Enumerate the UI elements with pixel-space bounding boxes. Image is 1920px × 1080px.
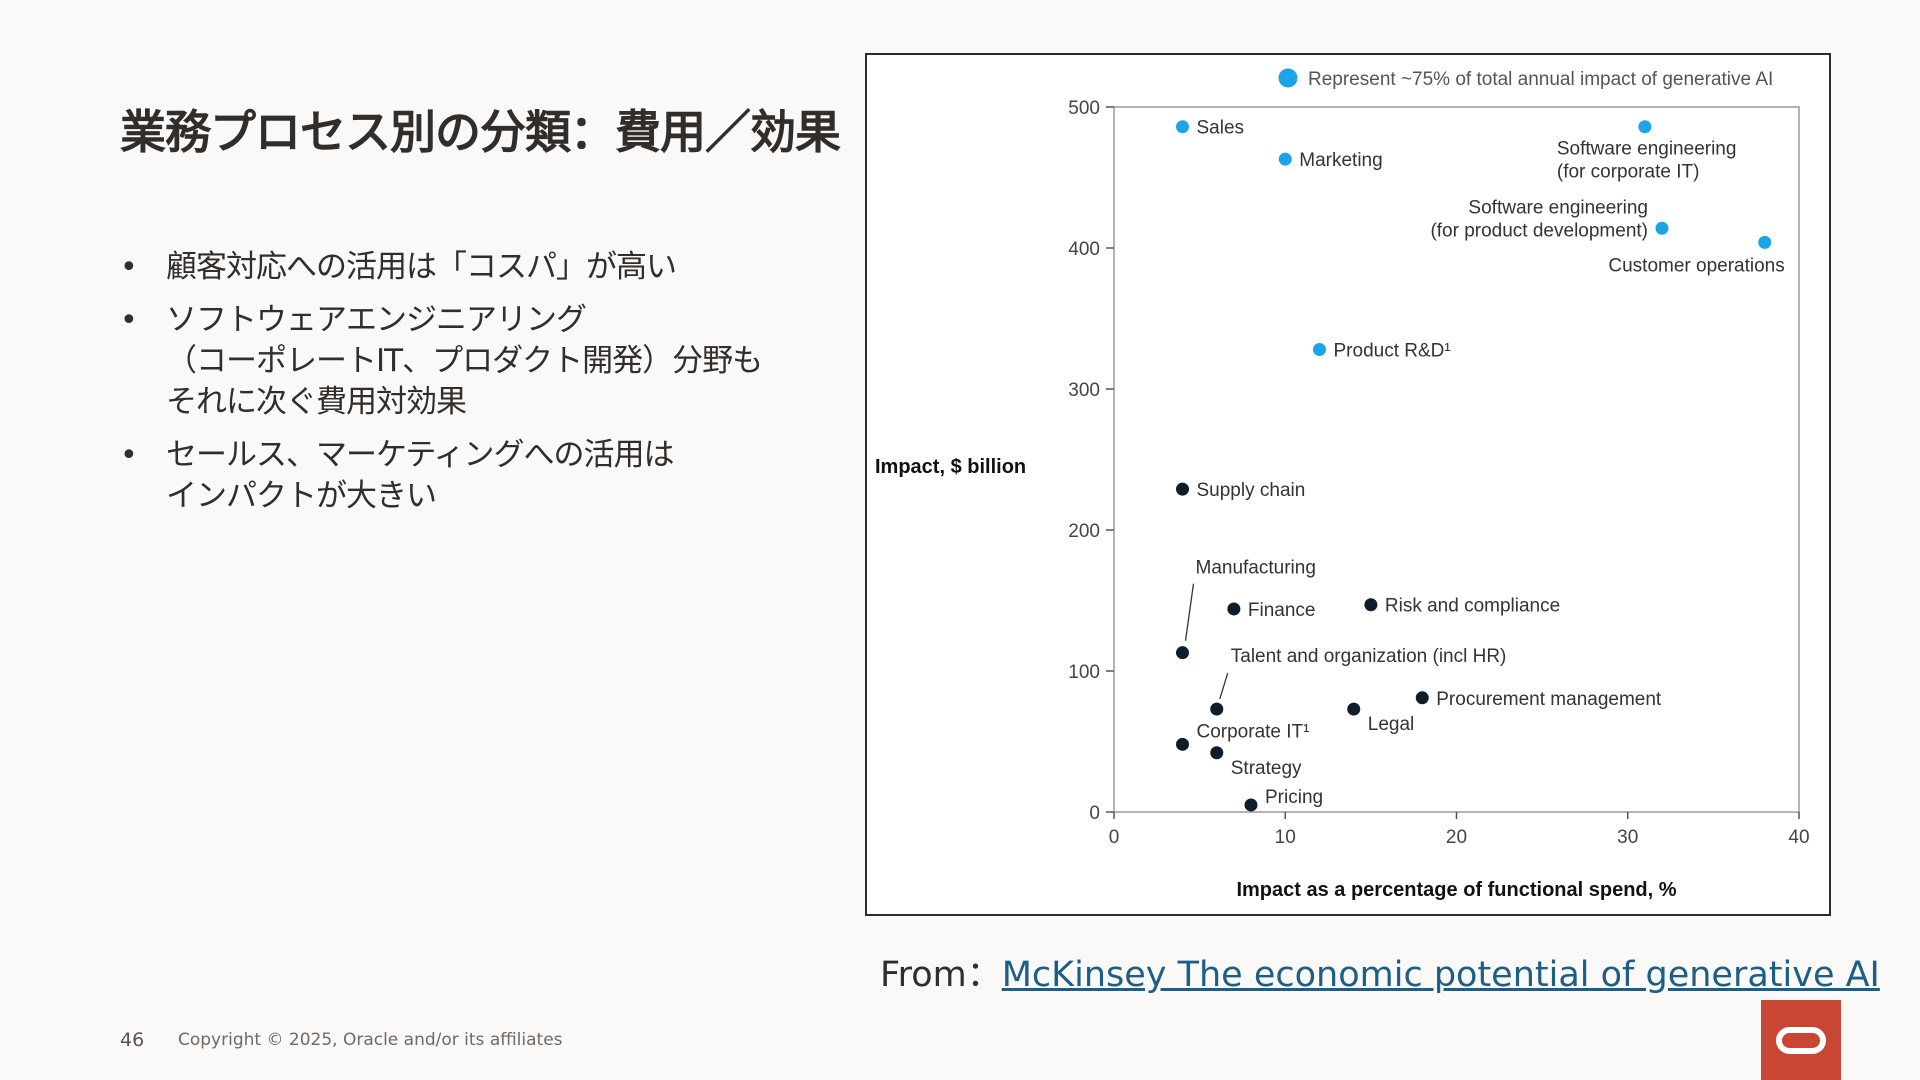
y-tick-label: 100 [1068, 662, 1100, 683]
x-tick-label: 40 [1788, 827, 1809, 848]
source-link[interactable]: McKinsey The economic potential of gener… [1001, 955, 1880, 995]
source-citation: From：McKinsey The economic potential of … [880, 946, 1880, 997]
bullet-line: インパクトが大きい [166, 478, 437, 514]
data-point [1347, 702, 1361, 716]
bullet-line: それに次ぐ費用対効果 [166, 384, 467, 420]
bullet-item: ソフトウェアエンジニアリング （コーポレートIT、プロダクト開発）分野も それに… [120, 300, 780, 423]
bullet-item: 顧客対応への活用は「コスパ」が高い [120, 247, 780, 288]
data-point [1227, 602, 1241, 616]
data-point [1364, 598, 1378, 612]
slide-title: 業務プロセス別の分類：費用／効果 [120, 105, 841, 159]
data-point [1278, 152, 1292, 166]
data-point-label: Finance [1248, 600, 1316, 621]
x-tick-label: 20 [1446, 827, 1467, 848]
data-point [1758, 235, 1772, 249]
data-point [1244, 798, 1258, 812]
bullet-line: 顧客対応への活用は「コスパ」が高い [166, 249, 677, 285]
data-point-label: Procurement management [1436, 689, 1662, 710]
label-leader-line [1219, 672, 1229, 700]
y-tick-label: 400 [1068, 239, 1100, 260]
source-prefix: From： [880, 955, 1002, 995]
data-point-label: Software engineering [1468, 197, 1648, 218]
data-point [1655, 221, 1669, 235]
y-tick-label: 500 [1068, 98, 1100, 119]
x-tick-label: 10 [1275, 827, 1296, 848]
bullet-line: ソフトウェアエンジニアリング [166, 302, 587, 338]
bullet-item: セールス、マーケティングへの活用は インパクトが大きい [120, 435, 780, 517]
data-point-label: Software engineering [1557, 139, 1737, 160]
data-point [1176, 646, 1189, 660]
oracle-logo [1761, 1000, 1841, 1080]
y-tick-label: 300 [1068, 380, 1100, 401]
bullet-line: セールス、マーケティングへの活用は [166, 437, 675, 473]
copyright-notice: Copyright © 2025, Oracle and/or its affi… [178, 1030, 563, 1050]
oracle-logo-icon [1776, 1027, 1826, 1054]
bullet-list: 顧客対応への活用は「コスパ」が高い ソフトウェアエンジニアリング （コーポレート… [120, 247, 780, 529]
x-axis-label: Impact as a percentage of functional spe… [1236, 879, 1676, 901]
data-point-label: Corporate IT¹ [1197, 721, 1310, 742]
data-point-label: Sales [1197, 118, 1245, 139]
data-point-label: (for product development) [1430, 220, 1648, 241]
data-point-label: Customer operations [1608, 255, 1784, 276]
bullet-line: （コーポレートIT、プロダクト開発）分野も [166, 343, 763, 379]
x-tick-label: 0 [1109, 827, 1120, 848]
page-number: 46 [120, 1029, 145, 1051]
data-point-label: Strategy [1231, 758, 1302, 779]
data-point-label: Legal [1368, 714, 1415, 735]
data-point-label: Marketing [1299, 150, 1382, 171]
data-point [1638, 120, 1652, 134]
y-tick-label: 0 [1089, 803, 1100, 824]
data-point [1176, 120, 1189, 134]
data-point-label: Talent and organization (incl HR) [1231, 646, 1507, 667]
data-point-label: Supply chain [1197, 480, 1306, 501]
data-point [1210, 702, 1224, 716]
data-point-label: Manufacturing [1196, 558, 1316, 579]
data-point [1176, 737, 1189, 751]
data-point [1313, 343, 1326, 357]
data-point-label: Product R&D¹ [1334, 341, 1451, 362]
data-point-label: Risk and compliance [1385, 596, 1560, 617]
data-point [1415, 691, 1429, 705]
data-point-label: Pricing [1265, 787, 1323, 808]
chart-frame: 0 10 20 30 40 0 100 200 300 400 500 Impact as a per… [865, 53, 1831, 916]
label-leader-line [1184, 583, 1195, 641]
legend-label: Represent ~75% of total annual impact of… [1308, 69, 1773, 90]
legend-marker [1278, 68, 1298, 88]
data-point-label: (for corporate IT) [1557, 162, 1700, 183]
data-point [1176, 482, 1189, 496]
x-tick-label: 30 [1617, 827, 1638, 848]
y-axis-label: Impact, $ billion [875, 456, 1026, 478]
data-point [1210, 746, 1224, 760]
y-tick-label: 200 [1068, 521, 1100, 542]
